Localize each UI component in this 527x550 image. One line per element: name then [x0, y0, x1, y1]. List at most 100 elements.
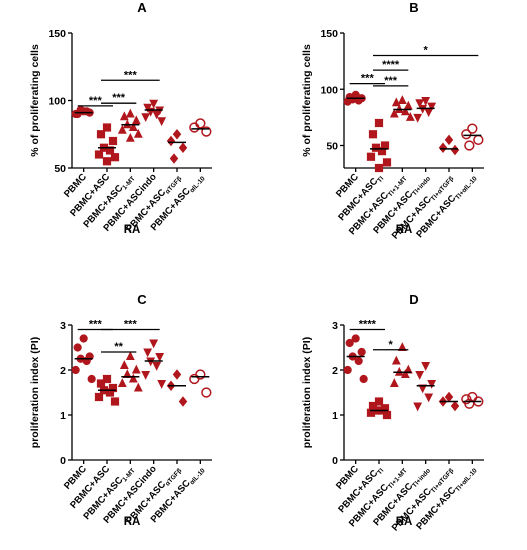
- point: [461, 129, 472, 140]
- y-tick-label: 150: [48, 28, 66, 40]
- point: [149, 339, 159, 349]
- significance-label: *: [424, 45, 429, 57]
- point: [189, 373, 200, 385]
- point: [143, 348, 153, 358]
- point: [389, 108, 399, 118]
- point: [354, 356, 363, 366]
- point: [102, 157, 112, 166]
- point: [382, 410, 392, 420]
- y-tick-label: 1: [60, 410, 66, 422]
- category-subscript: TI: [376, 175, 385, 184]
- panel-title: C: [137, 292, 147, 307]
- point: [125, 132, 135, 142]
- point: [374, 397, 384, 406]
- x-axis-label: RA: [124, 516, 141, 528]
- y-tick-label: 100: [48, 96, 66, 108]
- point: [141, 113, 151, 123]
- point: [131, 364, 141, 374]
- category-subscript: TI: [376, 467, 385, 476]
- point: [444, 391, 454, 403]
- point: [178, 142, 188, 153]
- category-subscript: TI+αIL-10: [454, 467, 479, 493]
- point: [368, 130, 378, 139]
- point: [152, 362, 162, 371]
- point: [464, 140, 475, 151]
- point: [427, 380, 437, 389]
- point: [201, 126, 212, 137]
- point: [421, 362, 431, 371]
- point: [73, 343, 82, 352]
- point: [128, 122, 138, 131]
- significance-label: *: [389, 339, 394, 351]
- significance-label: ***: [124, 69, 138, 81]
- point: [96, 379, 106, 388]
- point: [169, 153, 179, 164]
- point: [155, 353, 165, 362]
- point: [415, 99, 425, 109]
- point: [374, 118, 384, 128]
- point: [105, 146, 115, 155]
- point: [467, 123, 478, 134]
- point: [172, 369, 182, 380]
- y-tick-label: 3: [332, 320, 338, 332]
- y-axis-label: % of proliferating cells: [29, 44, 41, 157]
- y-tick-label: 50: [54, 163, 66, 175]
- point: [377, 147, 387, 156]
- point: [413, 113, 423, 123]
- point: [424, 108, 434, 118]
- significance-label: ****: [359, 319, 377, 331]
- point: [382, 158, 392, 167]
- point: [397, 95, 407, 104]
- point: [450, 144, 460, 156]
- point: [400, 106, 410, 116]
- significance-label: ***: [89, 319, 103, 331]
- point: [71, 109, 80, 119]
- point: [374, 163, 384, 173]
- point: [157, 117, 167, 127]
- point: [152, 110, 162, 120]
- point: [141, 371, 151, 380]
- y-tick-label: 2: [332, 365, 338, 377]
- point: [400, 369, 410, 378]
- category-subscript: TI+indo: [411, 467, 432, 489]
- point: [108, 136, 118, 146]
- point: [391, 355, 401, 365]
- significance-label: ***: [112, 92, 126, 104]
- point: [105, 388, 115, 397]
- point: [102, 123, 112, 132]
- point: [119, 111, 129, 121]
- point: [133, 128, 143, 138]
- y-axis-label: % of proliferating cells: [301, 44, 313, 157]
- point: [389, 378, 399, 387]
- point: [119, 360, 129, 369]
- category-subscript: TI+indo: [411, 175, 432, 197]
- point: [133, 382, 143, 392]
- point: [94, 150, 104, 159]
- point: [343, 365, 352, 375]
- panel: B% of proliferating cells 50100150PBMCPBM…: [301, 0, 484, 242]
- x-axis-label: RA: [124, 224, 141, 236]
- point: [366, 152, 376, 161]
- point: [351, 334, 360, 343]
- point: [94, 392, 104, 402]
- y-axis-label: proliferation index (PI): [29, 337, 41, 448]
- y-tick-label: 0: [60, 455, 66, 467]
- point: [345, 338, 354, 348]
- y-tick-label: 1: [332, 410, 338, 422]
- y-tick-label: 0: [332, 455, 338, 467]
- category-subscript: αIL-10: [189, 175, 207, 194]
- y-tick-label: 2: [60, 365, 66, 377]
- point: [82, 107, 91, 116]
- point: [366, 408, 376, 417]
- y-tick-label: 100: [320, 84, 338, 96]
- point: [178, 396, 188, 407]
- point: [117, 378, 127, 387]
- panel-title: A: [137, 0, 147, 15]
- point: [397, 342, 407, 351]
- x-axis-label: RA: [396, 224, 413, 236]
- point: [413, 402, 423, 412]
- point: [195, 369, 206, 380]
